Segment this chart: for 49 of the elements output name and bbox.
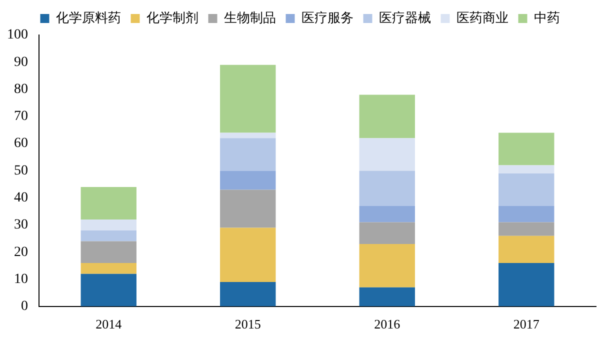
legend-label: 医疗器械 (378, 10, 431, 26)
y-tick-label: 100 (7, 28, 28, 43)
legend-label: 化学原料药 (56, 10, 121, 26)
x-tick-label: 2017 (513, 316, 540, 332)
bar (498, 206, 554, 222)
legend-label: 中药 (534, 10, 560, 26)
bar (220, 64, 276, 133)
bar (220, 170, 276, 190)
legend-label: 生物制品 (224, 10, 276, 26)
bar (359, 287, 415, 306)
y-tick-label: 0 (21, 299, 28, 314)
y-tick-label: 30 (14, 218, 28, 233)
bar (498, 262, 554, 306)
legend-label: 医疗服务 (301, 10, 354, 26)
bar (498, 222, 554, 236)
bar (359, 244, 415, 288)
bar (359, 138, 415, 171)
bar (359, 170, 415, 206)
bar (498, 132, 554, 166)
legend-label: 医药商业 (456, 10, 508, 26)
x-tick-label: 2015 (234, 316, 261, 332)
bar (80, 220, 136, 230)
y-tick-label: 80 (14, 82, 28, 97)
bar (80, 262, 136, 274)
bar (80, 241, 136, 263)
x-tick-label: 2016 (374, 316, 401, 332)
bar (220, 132, 276, 138)
y-tick-label: 10 (14, 272, 28, 287)
y-tick-label: 40 (14, 190, 28, 206)
bar (359, 94, 415, 138)
y-tick-label: 50 (14, 163, 28, 178)
bar (220, 228, 276, 282)
bar (220, 282, 276, 306)
bar (80, 186, 136, 220)
bar (498, 165, 554, 174)
y-tick-label: 90 (14, 54, 28, 70)
y-tick-label: 20 (14, 244, 28, 260)
bar (220, 190, 276, 228)
x-tick-label: 2014 (96, 316, 122, 332)
bar (359, 206, 415, 222)
y-tick-label: 70 (14, 109, 28, 124)
bar (359, 222, 415, 244)
legend-label: 化学制剂 (146, 10, 198, 26)
bar (498, 236, 554, 263)
bar (220, 138, 276, 171)
bar (498, 173, 554, 206)
bar (80, 230, 136, 242)
bar (80, 274, 136, 306)
y-tick-label: 60 (14, 136, 28, 152)
